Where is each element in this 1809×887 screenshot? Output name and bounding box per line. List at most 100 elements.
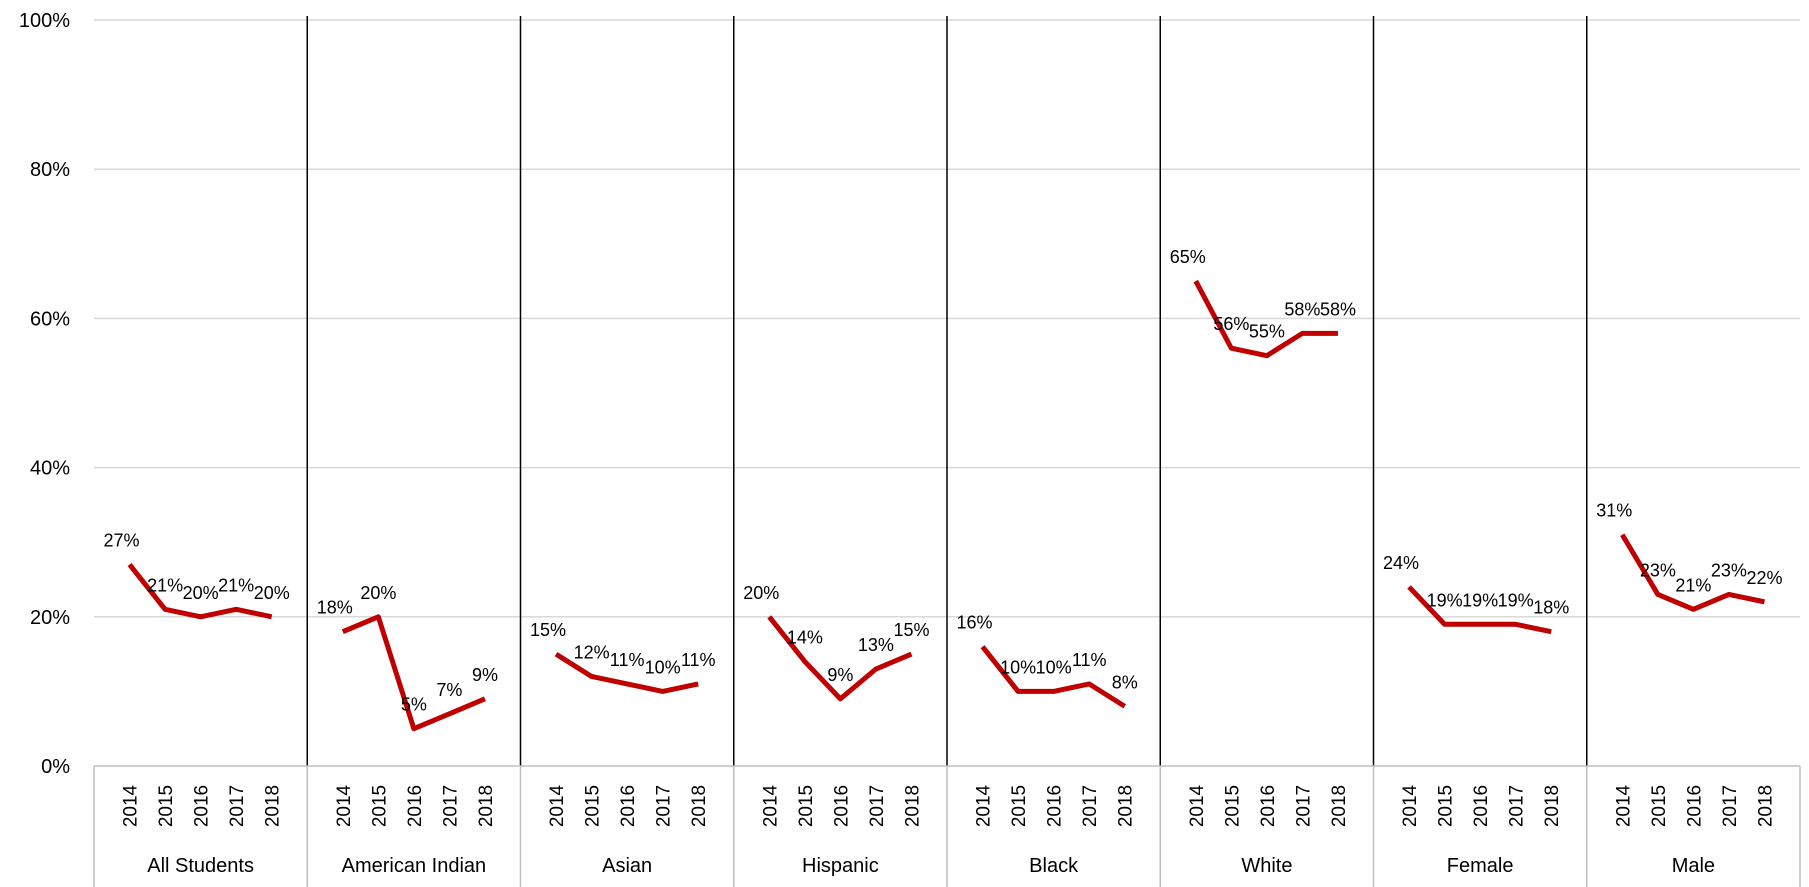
x-tick-label: 2014 <box>760 784 781 827</box>
data-label: 21% <box>1675 575 1711 595</box>
y-tick-label: 100% <box>19 10 70 32</box>
data-label: 19% <box>1498 590 1534 610</box>
data-label: 11% <box>1072 650 1107 670</box>
data-label: 31% <box>1596 501 1632 521</box>
x-tick-label: 2017 <box>440 785 461 827</box>
x-tick-label: 2018 <box>902 785 923 827</box>
x-tick-label: 2015 <box>1649 785 1670 827</box>
data-label: 15% <box>530 620 566 640</box>
data-label: 13% <box>858 635 894 655</box>
group-label: Asian <box>602 855 652 877</box>
x-tick-label: 2015 <box>583 785 604 827</box>
data-label: 9% <box>472 665 498 685</box>
x-tick-label: 2014 <box>1400 784 1421 827</box>
y-tick-label: 60% <box>30 308 70 330</box>
y-tick-label: 80% <box>30 159 70 181</box>
data-label: 10% <box>645 657 681 677</box>
data-label: 11% <box>610 650 645 670</box>
data-label: 7% <box>436 680 462 700</box>
data-label: 58% <box>1284 299 1320 319</box>
x-tick-label: 2018 <box>689 785 710 827</box>
x-tick-label: 2017 <box>1507 785 1528 827</box>
group-label: All Students <box>147 855 254 877</box>
x-tick-label: 2016 <box>1258 785 1279 827</box>
data-label: 14% <box>787 628 823 648</box>
x-tick-label: 2015 <box>796 785 817 827</box>
group-label: Black <box>1029 855 1079 877</box>
y-axis: 0% 20% 40% 60% 80% 100% <box>19 10 70 778</box>
x-tick-label: 2018 <box>263 785 284 827</box>
group-dividers <box>93 16 1801 887</box>
group-label: Male <box>1672 855 1715 877</box>
x-axis: 2014 2015 2016 2017 2018 All Students 2014 2015… <box>94 765 1800 877</box>
data-label: 20% <box>360 583 396 603</box>
group-label: Female <box>1447 855 1514 877</box>
x-tick-label: 2017 <box>1080 785 1101 827</box>
data-label: 5% <box>401 695 427 715</box>
x-tick-label: 2015 <box>369 785 390 827</box>
data-label: 56% <box>1213 314 1249 334</box>
data-label: 21% <box>147 575 183 595</box>
data-label: 11% <box>681 650 716 670</box>
data-label: 19% <box>1427 590 1463 610</box>
series-lines: 27%21% 20% 21% 20%18%20%5%7%9%15%12% 11% 10% 1… <box>104 247 1782 732</box>
data-label: 21% <box>218 575 254 595</box>
series-line <box>1193 279 1338 359</box>
x-tick-label: 2016 <box>405 785 426 827</box>
data-label: 10% <box>1000 657 1036 677</box>
x-tick-label: 2015 <box>1009 785 1030 827</box>
x-tick-label: 2014 <box>121 784 142 827</box>
x-tick-label: 2014 <box>547 784 568 827</box>
series-line <box>1407 585 1552 635</box>
data-label: 20% <box>254 583 290 603</box>
series-line <box>980 645 1127 709</box>
x-tick-label: 2016 <box>1471 785 1492 827</box>
x-tick-label: 2015 <box>156 785 177 827</box>
x-tick-label: 2017 <box>1720 785 1741 827</box>
x-tick-label: 2017 <box>1293 785 1314 827</box>
x-tick-label: 2017 <box>227 785 248 827</box>
data-label: 23% <box>1640 560 1676 580</box>
data-label: 18% <box>317 598 353 618</box>
series-line <box>341 614 486 732</box>
data-label: 10% <box>1036 657 1072 677</box>
data-label: 20% <box>743 583 779 603</box>
series-line <box>767 615 913 702</box>
data-label: 12% <box>574 642 610 662</box>
data-label: 55% <box>1249 322 1285 342</box>
x-tick-label: 2016 <box>1684 785 1705 827</box>
x-tick-label: 2017 <box>654 785 675 827</box>
data-label: 15% <box>893 620 929 640</box>
x-tick-label: 2017 <box>867 785 888 827</box>
x-tick-label: 2014 <box>334 784 355 827</box>
data-label: 16% <box>957 613 993 633</box>
x-tick-label: 2018 <box>1116 785 1137 827</box>
data-label: 18% <box>1533 598 1569 618</box>
x-tick-label: 2016 <box>192 785 213 827</box>
data-label: 23% <box>1711 560 1747 580</box>
x-tick-label: 2015 <box>1436 785 1457 827</box>
y-tick-label: 20% <box>30 607 70 629</box>
data-label: 58% <box>1320 299 1356 319</box>
x-tick-label: 2018 <box>1542 785 1563 827</box>
x-tick-label: 2015 <box>1222 785 1243 827</box>
x-tick-label: 2018 <box>1329 785 1350 827</box>
x-tick-label: 2018 <box>1755 785 1776 827</box>
data-label: 22% <box>1746 568 1782 588</box>
data-label: 19% <box>1462 590 1498 610</box>
x-tick-label: 2018 <box>476 785 497 827</box>
data-label: 9% <box>827 665 853 685</box>
group-label: American Indian <box>342 855 487 877</box>
data-label: 65% <box>1170 247 1206 267</box>
x-tick-label: 2014 <box>1187 784 1208 827</box>
data-label: 24% <box>1383 553 1419 573</box>
y-tick-label: 40% <box>30 458 70 480</box>
series-line <box>127 563 273 620</box>
y-tick-label: 0% <box>41 756 70 778</box>
series-line <box>1620 533 1765 612</box>
x-tick-label: 2014 <box>974 784 995 827</box>
x-tick-label: 2016 <box>618 785 639 827</box>
data-label: 27% <box>104 531 140 551</box>
x-tick-label: 2014 <box>1613 784 1634 827</box>
